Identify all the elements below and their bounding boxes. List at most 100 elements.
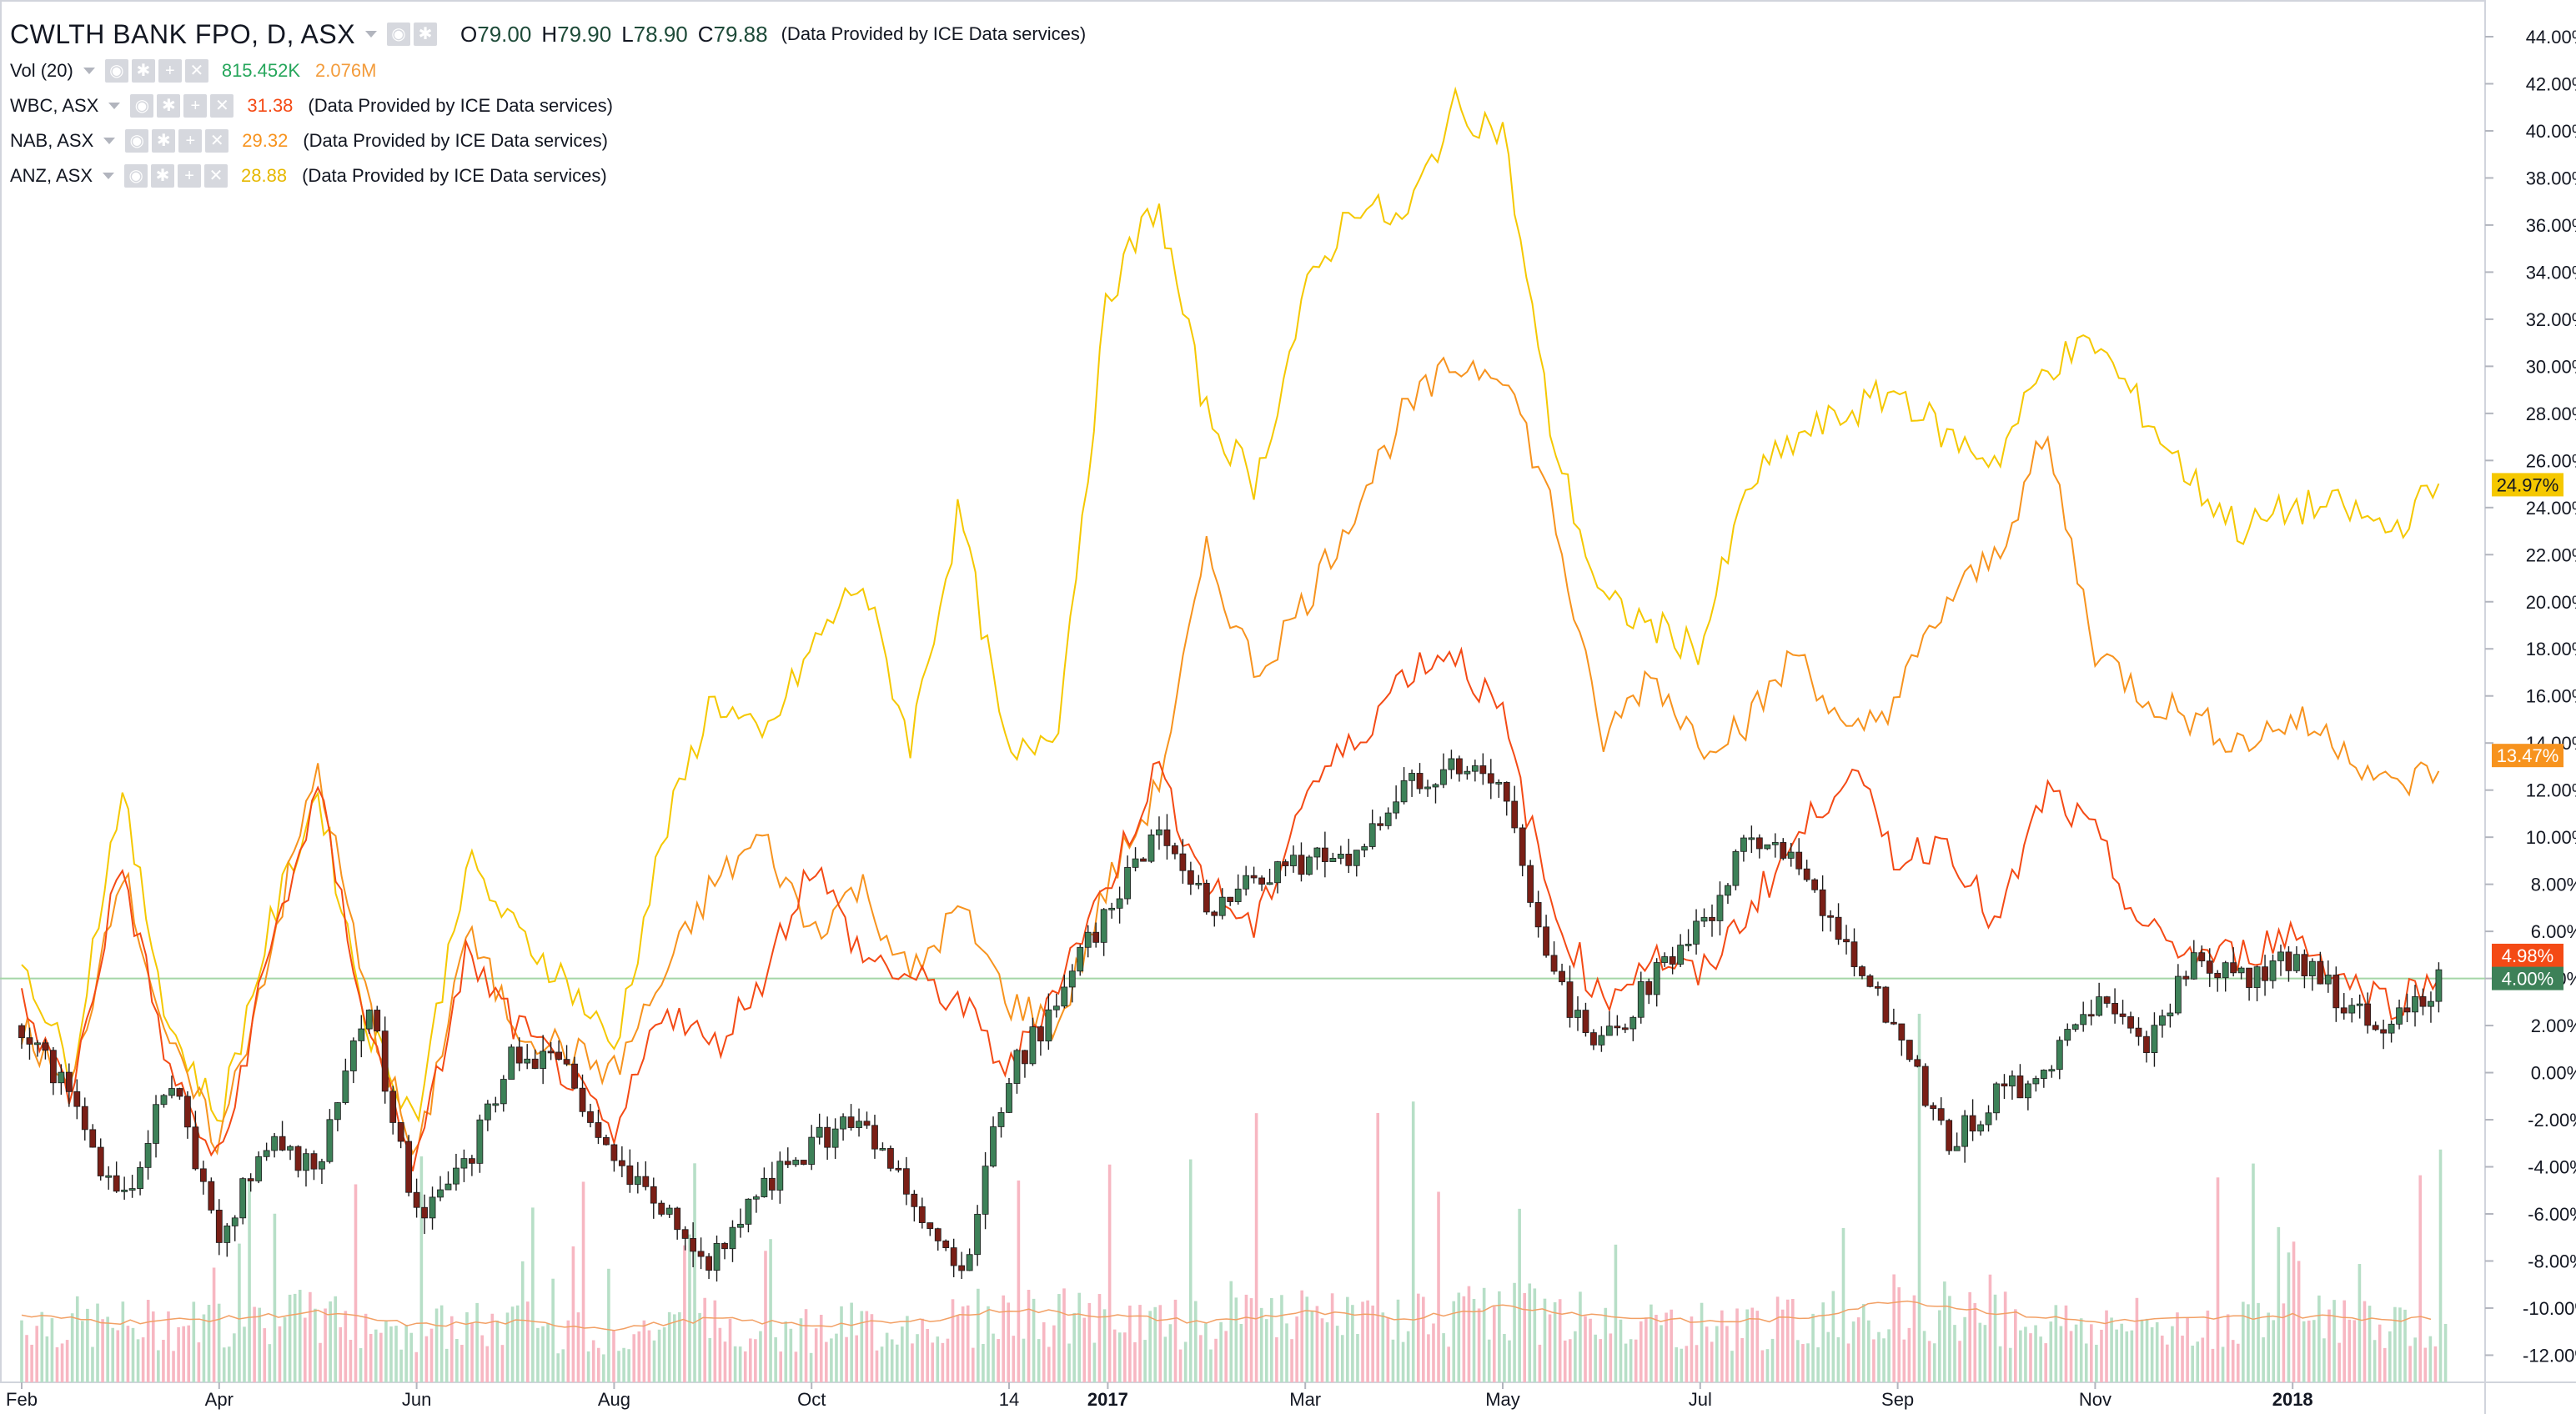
volume-bar bbox=[1705, 1326, 1709, 1382]
volume-bar bbox=[101, 1319, 104, 1382]
candle-body bbox=[697, 1251, 705, 1257]
close-icon[interactable]: ✕ bbox=[205, 129, 229, 153]
volume-bar bbox=[444, 1348, 449, 1382]
volume-bar bbox=[1907, 1327, 1911, 1382]
plus-icon[interactable]: + bbox=[178, 164, 202, 188]
gear-icon[interactable]: ✱ bbox=[151, 164, 175, 188]
volume-bar bbox=[2024, 1326, 2027, 1382]
chevron-down-icon[interactable] bbox=[103, 138, 116, 144]
close-icon[interactable]: ✕ bbox=[184, 59, 208, 83]
chevron-down-icon[interactable] bbox=[103, 173, 115, 179]
candle-body bbox=[1092, 931, 1100, 943]
volume-bar bbox=[2130, 1330, 2134, 1382]
volume-bar bbox=[1244, 1294, 1248, 1382]
price-label: 13.47% bbox=[2492, 744, 2563, 768]
volume-bar bbox=[1158, 1305, 1162, 1382]
volume-bar bbox=[1340, 1335, 1344, 1382]
volume-bar bbox=[1305, 1296, 1309, 1382]
candle-body bbox=[658, 1202, 665, 1215]
eye-icon[interactable]: ◉ bbox=[104, 59, 128, 83]
eye-icon[interactable]: ◉ bbox=[125, 129, 149, 153]
candle-body bbox=[2048, 1069, 2056, 1072]
volume-bar bbox=[541, 1326, 545, 1382]
volume-bar bbox=[2287, 1252, 2291, 1382]
gear-icon[interactable]: ✱ bbox=[414, 23, 438, 46]
gear-icon[interactable]: ✱ bbox=[157, 94, 181, 118]
volume-bar bbox=[1563, 1340, 1567, 1382]
candle-body bbox=[982, 1166, 989, 1215]
gear-icon[interactable]: ✱ bbox=[152, 129, 176, 153]
plus-icon[interactable]: + bbox=[158, 59, 182, 83]
volume-bar bbox=[96, 1303, 99, 1382]
plus-icon[interactable]: + bbox=[183, 94, 208, 118]
y-tick-label: 0.00% bbox=[2531, 1063, 2576, 1084]
volume-bar bbox=[1594, 1334, 1597, 1382]
candle-body bbox=[2380, 1029, 2388, 1034]
candle-body bbox=[1368, 823, 1376, 847]
wbc-label[interactable]: WBC, ASX bbox=[10, 95, 99, 116]
volume-bar bbox=[2433, 1346, 2438, 1382]
candle-body bbox=[1755, 837, 1763, 850]
volume-bar bbox=[551, 1278, 555, 1382]
candle-body bbox=[1764, 844, 1771, 850]
volume-bar bbox=[2044, 1343, 2047, 1382]
volume-bar bbox=[754, 1339, 757, 1382]
volume-bar bbox=[485, 1346, 490, 1382]
candle-body bbox=[2112, 1003, 2118, 1015]
volume-bar bbox=[1887, 1329, 1891, 1382]
candle-body bbox=[1511, 800, 1519, 829]
volume-bar bbox=[931, 1342, 935, 1382]
candle-body bbox=[49, 1050, 57, 1084]
close-icon[interactable]: ✕ bbox=[210, 94, 234, 118]
volume-bar bbox=[865, 1311, 869, 1382]
eye-icon[interactable]: ◉ bbox=[130, 94, 154, 118]
candle-body bbox=[540, 1050, 547, 1069]
volume-bar bbox=[678, 1311, 681, 1382]
volume-bar bbox=[2095, 1344, 2098, 1382]
volume-bar bbox=[1163, 1336, 1167, 1382]
candle-body bbox=[1503, 782, 1510, 802]
anz-label[interactable]: ANZ, ASX bbox=[10, 165, 93, 186]
candle-body bbox=[2024, 1083, 2031, 1099]
main-symbol-title[interactable]: CWLTH BANK FPO, D, ASX bbox=[10, 18, 356, 49]
volume-bar bbox=[1300, 1290, 1304, 1382]
volume-bar bbox=[814, 1328, 818, 1382]
low-label: L bbox=[621, 21, 634, 47]
y-tick-label: 12.00% bbox=[2526, 780, 2576, 801]
volume-bar bbox=[1290, 1339, 1293, 1382]
close-label: C bbox=[697, 21, 714, 47]
eye-icon[interactable]: ◉ bbox=[124, 164, 148, 188]
volume-bar bbox=[2145, 1318, 2149, 1382]
candle-body bbox=[752, 1196, 760, 1200]
candle-body bbox=[1243, 875, 1250, 890]
candle-body bbox=[1172, 845, 1178, 855]
x-tick-label: Feb bbox=[6, 1389, 38, 1410]
volume-bar bbox=[992, 1333, 995, 1382]
volume-bar bbox=[45, 1336, 49, 1382]
chevron-down-icon[interactable] bbox=[108, 103, 121, 109]
gear-icon[interactable]: ✱ bbox=[131, 59, 155, 83]
candle-body bbox=[942, 1240, 950, 1248]
plus-icon[interactable]: + bbox=[178, 129, 203, 153]
eye-icon[interactable]: ◉ bbox=[387, 23, 411, 46]
candle-body bbox=[563, 1059, 570, 1065]
y-tick-label: 26.00% bbox=[2526, 450, 2576, 471]
volume-bar bbox=[349, 1340, 353, 1382]
candle-body bbox=[1614, 1025, 1621, 1029]
volume-bar bbox=[1548, 1314, 1552, 1382]
volume-bar bbox=[2242, 1301, 2245, 1382]
x-tick-label: May bbox=[1485, 1389, 1520, 1410]
volume-bar bbox=[1138, 1305, 1142, 1382]
nab-label[interactable]: NAB, ASX bbox=[10, 130, 94, 151]
candle-body bbox=[2419, 995, 2427, 1007]
candle-body bbox=[444, 1183, 452, 1191]
candle-body bbox=[1574, 1010, 1581, 1018]
vol-label[interactable]: Vol (20) bbox=[10, 60, 73, 81]
low-value: 78.90 bbox=[633, 21, 688, 47]
chevron-down-icon[interactable] bbox=[365, 31, 378, 38]
chevron-down-icon[interactable] bbox=[83, 68, 95, 74]
close-icon[interactable]: ✕ bbox=[204, 164, 228, 188]
candle-body bbox=[1250, 875, 1258, 879]
